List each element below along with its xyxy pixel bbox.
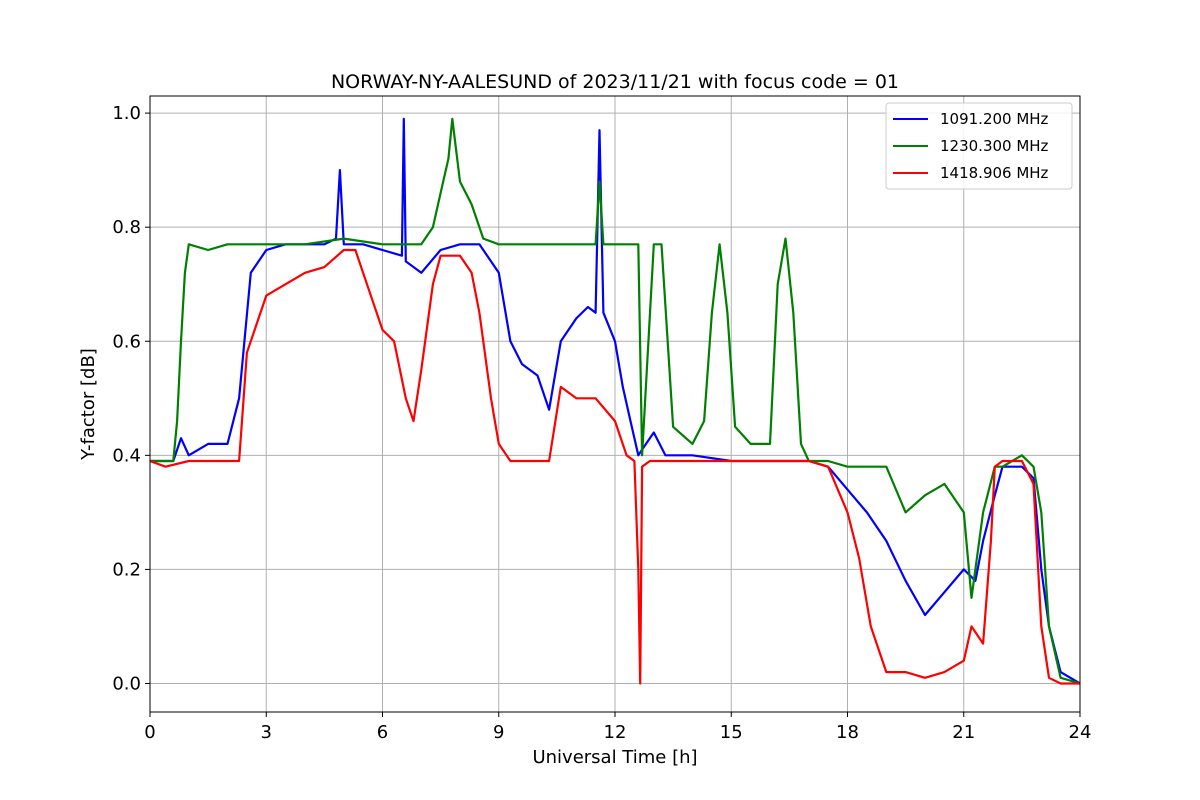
chart-title: NORWAY-NY-AALESUND of 2023/11/21 with fo… (331, 71, 899, 93)
x-tick-label: 15 (720, 722, 743, 743)
x-tick-label: 6 (377, 722, 388, 743)
y-tick-label: 0.2 (112, 559, 141, 580)
y-tick-label: 0.8 (112, 217, 141, 238)
y-axis-label: Y-factor [dB] (78, 348, 99, 461)
y-tick-label: 0.4 (112, 445, 141, 466)
legend-label: 1230.300 MHz (940, 137, 1049, 155)
series-line-1 (150, 117, 1081, 685)
y-tick-label: 0.0 (112, 673, 141, 694)
x-tick-label: 12 (604, 722, 627, 743)
x-axis-label: Universal Time [h] (532, 747, 697, 768)
legend-label: 1091.200 MHz (940, 110, 1049, 128)
series-layer (149, 117, 1081, 685)
y-tick-label: 0.6 (112, 331, 141, 352)
series-line-3 (149, 248, 1080, 685)
legend: 1091.200 MHz 1230.300 MHz 1418.906 MHz (885, 102, 1073, 190)
series-line-2 (150, 117, 1081, 685)
legend-box (885, 102, 1073, 190)
ticks: 0 3 6 9 12 15 18 21 24 0.0 0.2 0.4 0.6 0.8 1.0 (112, 103, 1091, 743)
x-tick-label: 9 (493, 722, 504, 743)
x-tick-label: 24 (1069, 722, 1092, 743)
legend-label: 1418.906 MHz (940, 164, 1049, 182)
y-tick-label: 1.0 (112, 103, 141, 124)
x-tick-label: 18 (836, 722, 859, 743)
x-tick-label: 0 (144, 722, 155, 743)
x-tick-label: 3 (261, 722, 272, 743)
x-tick-label: 21 (952, 722, 975, 743)
